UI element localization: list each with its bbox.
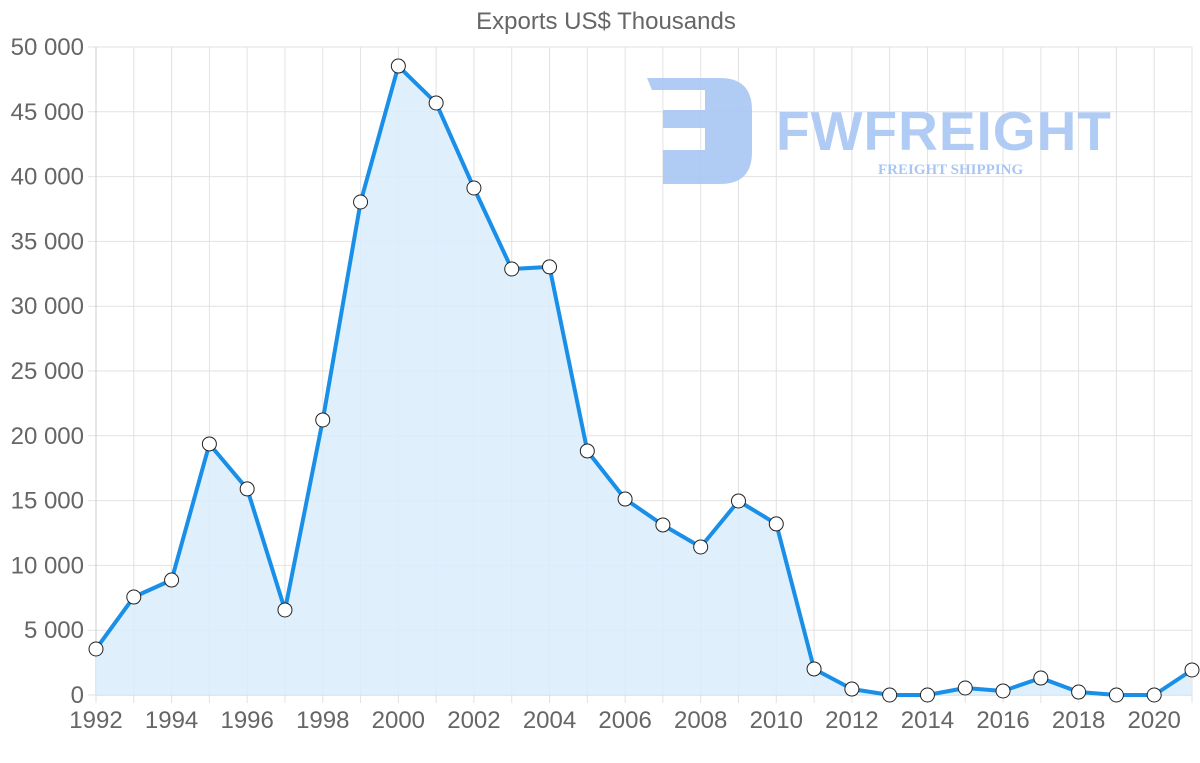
y-tick-label: 0 xyxy=(71,682,84,709)
logo-mark-icon xyxy=(647,78,752,184)
y-tick-label: 15 000 xyxy=(11,488,84,515)
y-tick-label: 35 000 xyxy=(11,228,84,255)
y-tick-label: 10 000 xyxy=(11,552,84,579)
x-tick-label: 2018 xyxy=(1052,707,1105,734)
data-point[interactable] xyxy=(126,589,142,605)
y-tick-label: 5 000 xyxy=(24,617,84,644)
x-tick-label: 1994 xyxy=(145,707,198,734)
x-tick-label: 2002 xyxy=(447,707,500,734)
x-tick-label: 2004 xyxy=(523,707,576,734)
data-point[interactable] xyxy=(88,641,104,657)
x-tick-label: 2014 xyxy=(901,707,954,734)
area-fill xyxy=(96,66,1192,696)
axis-labels: 0 5 000 10 000 15 000 20 000 25 000 30 000 35 0… xyxy=(11,34,1181,734)
y-tick-label: 45 000 xyxy=(11,99,84,126)
data-point[interactable] xyxy=(1033,670,1049,686)
x-tick-label: 2000 xyxy=(372,707,425,734)
data-point[interactable] xyxy=(1146,687,1162,703)
y-tick-label: 25 000 xyxy=(11,358,84,385)
x-tick-label: 2016 xyxy=(976,707,1029,734)
data-point[interactable] xyxy=(315,412,331,428)
data-point[interactable] xyxy=(919,687,935,703)
data-point[interactable] xyxy=(768,516,784,532)
x-tick-label: 1996 xyxy=(220,707,273,734)
x-tick-label: 2020 xyxy=(1128,707,1181,734)
data-point[interactable] xyxy=(239,481,255,497)
data-point[interactable] xyxy=(693,539,709,555)
data-point[interactable] xyxy=(164,572,180,588)
x-tick-label: 2006 xyxy=(598,707,651,734)
data-point[interactable] xyxy=(201,436,217,452)
data-point[interactable] xyxy=(466,180,482,196)
data-point[interactable] xyxy=(428,95,444,111)
data-point[interactable] xyxy=(844,681,860,697)
data-point[interactable] xyxy=(655,517,671,533)
data-point[interactable] xyxy=(882,687,898,703)
data-point[interactable] xyxy=(390,58,406,74)
data-point[interactable] xyxy=(353,194,369,210)
data-point[interactable] xyxy=(277,602,293,618)
data-point[interactable] xyxy=(730,493,746,509)
y-tick-label: 50 000 xyxy=(11,34,84,61)
chart-title: Exports US$ Thousands xyxy=(476,8,736,35)
data-point[interactable] xyxy=(1108,687,1124,703)
watermark-brand: FWFREIGHT xyxy=(776,100,1112,162)
data-point[interactable] xyxy=(957,680,973,696)
fwfreight-watermark: FWFREIGHT FREIGHT SHIPPING xyxy=(647,78,1112,184)
data-point[interactable] xyxy=(1071,684,1087,700)
y-tick-label: 40 000 xyxy=(11,164,84,191)
x-tick-label: 2010 xyxy=(750,707,803,734)
data-point[interactable] xyxy=(542,259,558,275)
data-points xyxy=(88,58,1200,703)
x-tick-label: 1992 xyxy=(69,707,122,734)
x-tick-label: 1998 xyxy=(296,707,349,734)
data-point[interactable] xyxy=(504,261,520,277)
y-tick-label: 30 000 xyxy=(11,293,84,320)
x-tick-label: 2008 xyxy=(674,707,727,734)
data-point[interactable] xyxy=(579,443,595,459)
y-tick-label: 20 000 xyxy=(11,423,84,450)
x-tick-label: 2012 xyxy=(825,707,878,734)
data-point[interactable] xyxy=(995,683,1011,699)
watermark-tagline: FREIGHT SHIPPING xyxy=(878,162,1023,178)
data-point[interactable] xyxy=(806,661,822,677)
data-point[interactable] xyxy=(1184,662,1200,678)
data-point[interactable] xyxy=(617,491,633,507)
